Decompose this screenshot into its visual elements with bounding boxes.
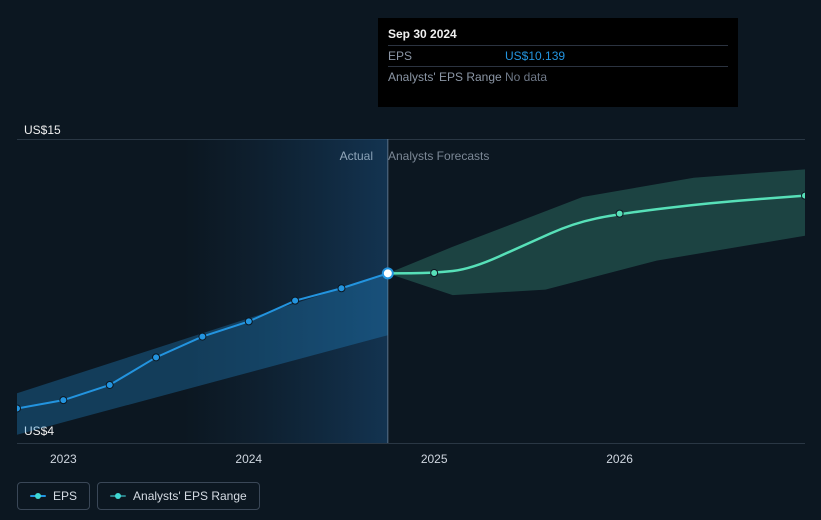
tooltip-date: Sep 30 2024: [388, 27, 728, 41]
legend: EPS Analysts' EPS Range: [17, 482, 260, 510]
tooltip-row-eps: EPS US$10.139: [388, 45, 728, 66]
legend-item-eps[interactable]: EPS: [17, 482, 90, 510]
x-tick-2023: 2023: [50, 452, 77, 466]
tooltip-row-range: Analysts' EPS Range No data: [388, 66, 728, 87]
legend-label-range: Analysts' EPS Range: [133, 489, 247, 503]
x-tick-2026: 2026: [606, 452, 633, 466]
tooltip-label-range: Analysts' EPS Range: [388, 70, 505, 84]
chart-tooltip: Sep 30 2024 EPS US$10.139 Analysts' EPS …: [378, 18, 738, 107]
eps-chart: [17, 125, 805, 443]
chart-area[interactable]: [17, 125, 805, 443]
tooltip-label-eps: EPS: [388, 49, 505, 63]
x-tick-2024: 2024: [235, 452, 262, 466]
legend-swatch-range: [110, 491, 126, 501]
x-axis: 2023 2024 2025 2026: [17, 443, 805, 470]
tooltip-value-range: No data: [505, 70, 547, 84]
legend-swatch-eps: [30, 491, 46, 501]
x-tick-2025: 2025: [421, 452, 448, 466]
tooltip-value-eps: US$10.139: [505, 49, 565, 63]
legend-label-eps: EPS: [53, 489, 77, 503]
legend-item-range[interactable]: Analysts' EPS Range: [97, 482, 260, 510]
